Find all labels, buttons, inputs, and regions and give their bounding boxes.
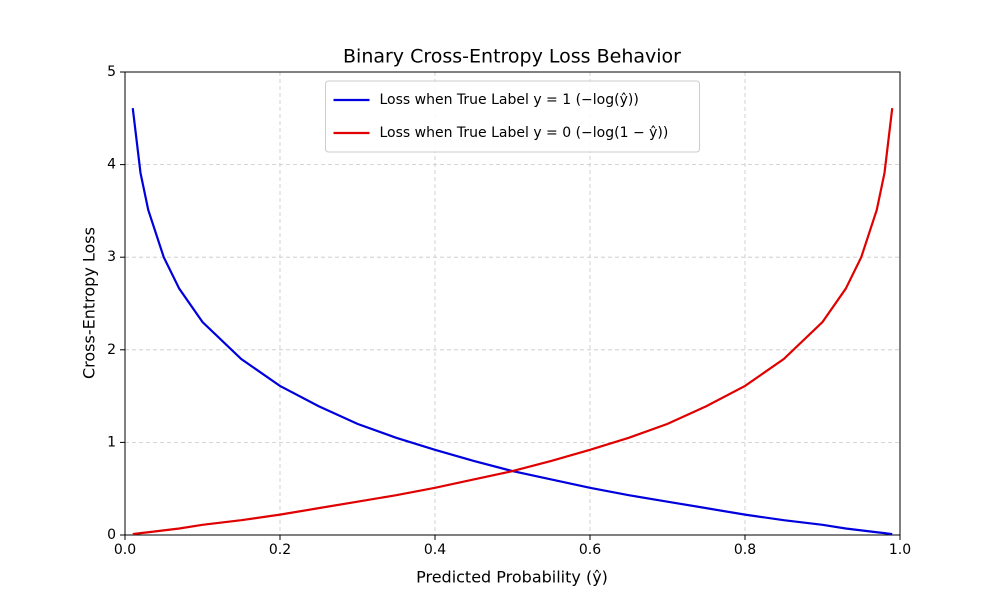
- x-tick-label: 1.0: [889, 542, 911, 558]
- y-tick-label: 4: [107, 157, 116, 173]
- plot-frame: [124, 71, 901, 536]
- x-tick-label: 0.6: [579, 542, 601, 558]
- legend-box: [325, 80, 700, 153]
- y-tick-label: 2: [107, 342, 116, 358]
- x-tick-label: 0.2: [269, 542, 291, 558]
- y-tick-label: 5: [107, 64, 116, 80]
- y-tick-label: 3: [107, 249, 116, 265]
- data-line: [132, 107, 894, 536]
- legend-label: Loss when True Label y = 0 (−log(1 − ŷ)): [380, 125, 669, 141]
- y-tick-label: 0: [107, 527, 116, 543]
- legend-label: Loss when True Label y = 1 (−log(ŷ)): [380, 92, 639, 108]
- x-tick-label: 0.4: [424, 542, 446, 558]
- chart-title: Binary Cross-Entropy Loss Behavior: [343, 46, 681, 68]
- x-tick-label: 0.0: [114, 542, 136, 558]
- x-tick-label: 0.8: [734, 542, 756, 558]
- y-axis-label: Cross-Entropy Loss: [80, 227, 99, 379]
- y-tick-label: 1: [107, 434, 116, 450]
- x-axis-label: Predicted Probability (ŷ): [416, 568, 608, 587]
